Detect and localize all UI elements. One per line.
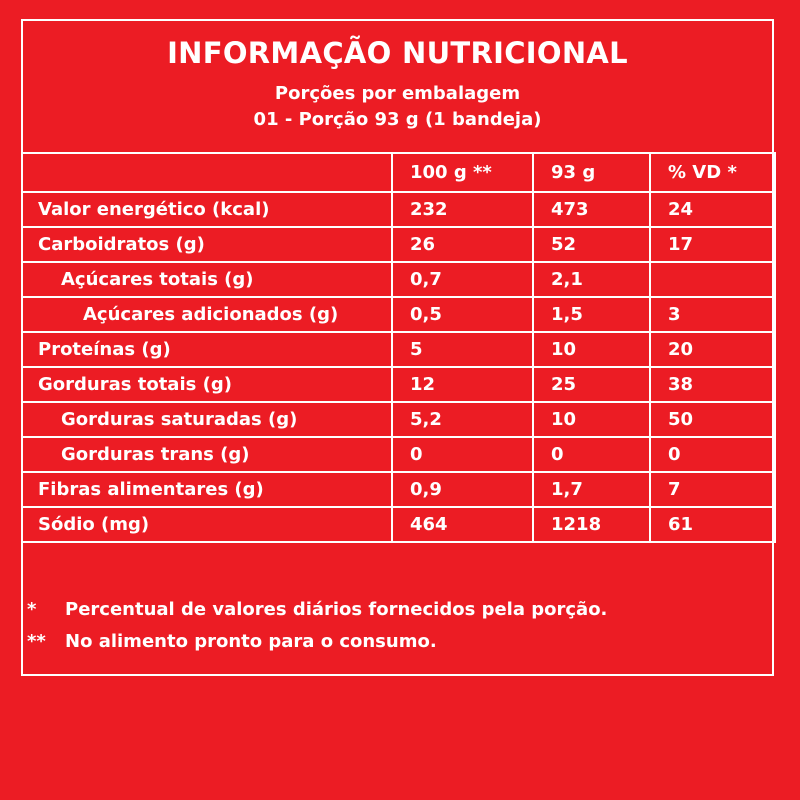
footnote-ready-to-eat: ** No alimento pronto para o consumo. xyxy=(27,631,437,652)
value-per-100g: 26 xyxy=(391,226,534,263)
header-per-100g: 100 g ** xyxy=(391,152,534,193)
nutrition-facts-panel: INFORMAÇÃO NUTRICIONAL Porções por embal… xyxy=(21,19,776,676)
value-per-100g: 5 xyxy=(391,331,534,368)
value-daily-value: 24 xyxy=(649,191,776,228)
value-per-100g: 0,7 xyxy=(391,261,534,298)
value-daily-value: 61 xyxy=(649,506,776,543)
nutrition-table: 100 g ** 93 g % VD * Valor energético (k… xyxy=(21,152,776,543)
table-row: Proteínas (g) 5 10 20 xyxy=(21,331,776,368)
value-per-portion: 25 xyxy=(532,366,651,403)
table-row: Gorduras saturadas (g) 5,2 10 50 xyxy=(21,401,776,438)
table-row: Sódio (mg) 464 1218 61 xyxy=(21,506,776,543)
nutrient-label: Fibras alimentares (g) xyxy=(21,471,393,508)
table-row: Gorduras trans (g) 0 0 0 xyxy=(21,436,776,473)
value-daily-value: 0 xyxy=(649,436,776,473)
value-daily-value: 17 xyxy=(649,226,776,263)
value-per-100g: 0,5 xyxy=(391,296,534,333)
servings-per-package: Porções por embalagem xyxy=(274,83,521,104)
value-per-portion: 52 xyxy=(532,226,651,263)
value-per-100g: 12 xyxy=(391,366,534,403)
value-daily-value xyxy=(649,261,776,298)
header-per-portion: 93 g xyxy=(532,152,651,193)
nutrient-label: Valor energético (kcal) xyxy=(21,191,393,228)
value-daily-value: 38 xyxy=(649,366,776,403)
table-row: Carboidratos (g) 26 52 17 xyxy=(21,226,776,263)
value-per-portion: 10 xyxy=(532,331,651,368)
value-daily-value: 20 xyxy=(649,331,776,368)
panel-title: INFORMAÇÃO NUTRICIONAL xyxy=(167,36,628,70)
nutrient-label: Sódio (mg) xyxy=(21,506,393,543)
value-per-portion: 0 xyxy=(532,436,651,473)
value-per-100g: 232 xyxy=(391,191,534,228)
value-per-100g: 0,9 xyxy=(391,471,534,508)
nutrient-label: Açúcares totais (g) xyxy=(21,261,393,298)
nutrient-label: Gorduras saturadas (g) xyxy=(21,401,393,438)
footnote-text: No alimento pronto para o consumo. xyxy=(65,631,437,652)
header-nutrient xyxy=(21,152,393,193)
value-per-100g: 0 xyxy=(391,436,534,473)
table-row: Fibras alimentares (g) 0,9 1,7 7 xyxy=(21,471,776,508)
nutrient-label: Gorduras totais (g) xyxy=(21,366,393,403)
value-per-100g: 5,2 xyxy=(391,401,534,438)
value-per-portion: 10 xyxy=(532,401,651,438)
value-per-portion: 473 xyxy=(532,191,651,228)
table-row: Gorduras totais (g) 12 25 38 xyxy=(21,366,776,403)
table-row: Açúcares adicionados (g) 0,5 1,5 3 xyxy=(21,296,776,333)
nutrient-label: Gorduras trans (g) xyxy=(21,436,393,473)
footnote-mark: ** xyxy=(27,631,46,652)
footnote-mark: * xyxy=(27,599,37,620)
footnote-text: Percentual de valores diários fornecidos… xyxy=(65,599,608,620)
portion-size: 01 - Porção 93 g (1 bandeja) xyxy=(253,109,542,130)
table-header-row: 100 g ** 93 g % VD * xyxy=(21,152,776,193)
value-daily-value: 50 xyxy=(649,401,776,438)
value-per-portion: 1,7 xyxy=(532,471,651,508)
value-per-portion: 1,5 xyxy=(532,296,651,333)
footnote-daily-value: * Percentual de valores diários fornecid… xyxy=(27,599,607,620)
value-per-portion: 1218 xyxy=(532,506,651,543)
value-per-portion: 2,1 xyxy=(532,261,651,298)
header-daily-value: % VD * xyxy=(649,152,776,193)
table-row: Açúcares totais (g) 0,7 2,1 xyxy=(21,261,776,298)
nutrient-label: Proteínas (g) xyxy=(21,331,393,368)
table-row: Valor energético (kcal) 232 473 24 xyxy=(21,191,776,228)
value-daily-value: 7 xyxy=(649,471,776,508)
nutrient-label: Carboidratos (g) xyxy=(21,226,393,263)
nutrient-label: Açúcares adicionados (g) xyxy=(21,296,393,333)
value-daily-value: 3 xyxy=(649,296,776,333)
value-per-100g: 464 xyxy=(391,506,534,543)
